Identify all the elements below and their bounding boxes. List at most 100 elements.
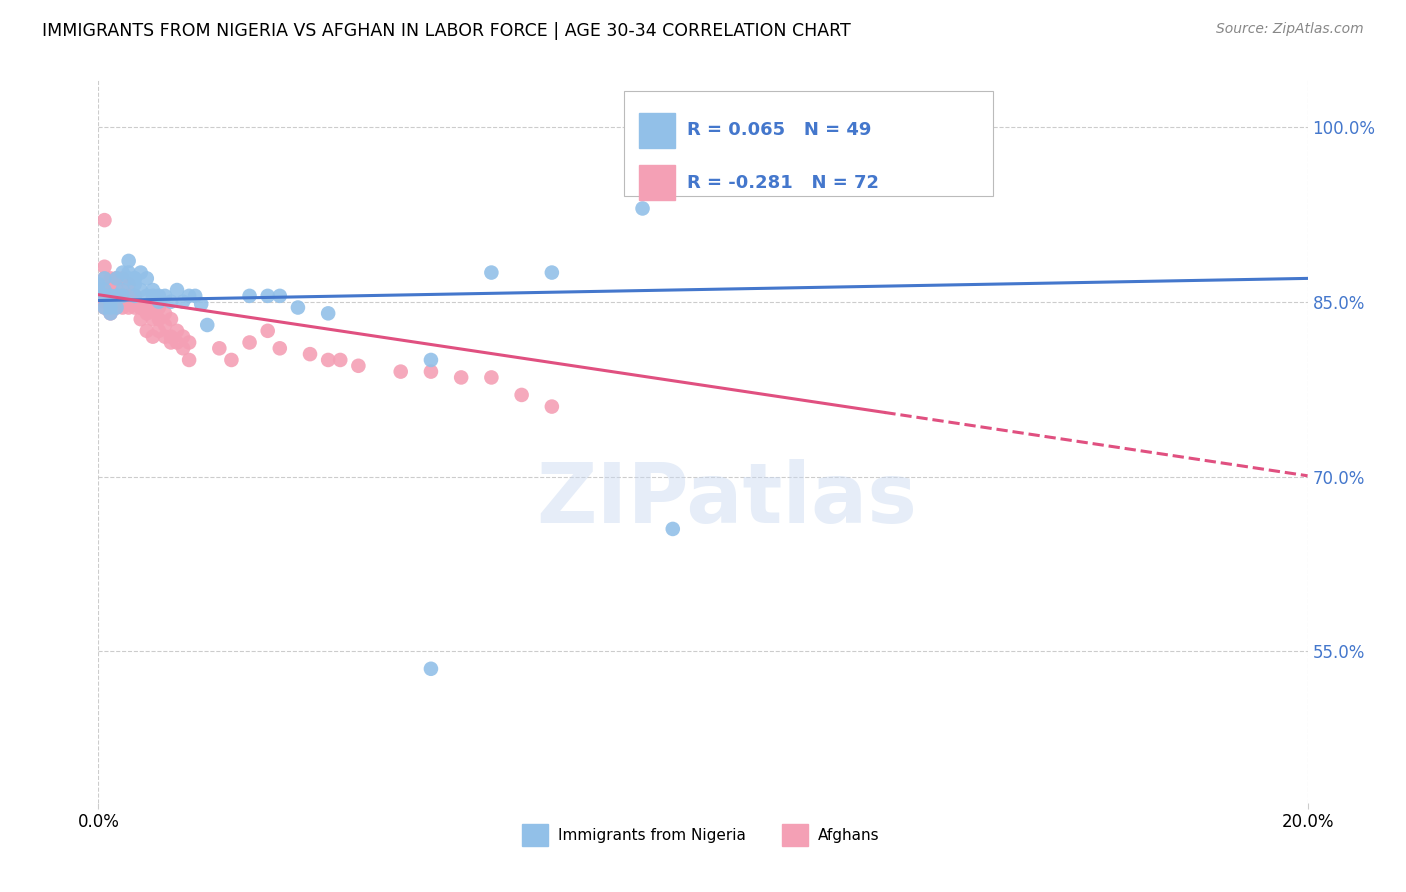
Point <box>420 662 443 676</box>
Point <box>166 283 188 297</box>
Point <box>256 324 278 338</box>
Point <box>93 271 115 285</box>
Point <box>153 289 176 303</box>
Point <box>269 341 291 355</box>
Point <box>118 294 141 309</box>
Point <box>129 283 152 297</box>
Point <box>239 289 262 303</box>
Point <box>100 283 122 297</box>
Point <box>124 289 146 303</box>
Point <box>299 347 322 361</box>
Text: R = -0.281   N = 72: R = -0.281 N = 72 <box>688 174 879 192</box>
Bar <box>522 824 548 847</box>
Point <box>100 294 122 309</box>
Point <box>87 277 110 292</box>
Point <box>142 329 165 343</box>
Point <box>111 294 134 309</box>
Point <box>118 289 141 303</box>
Point <box>160 335 183 350</box>
Point <box>148 312 170 326</box>
Point <box>153 318 176 332</box>
Point <box>87 283 110 297</box>
Point <box>93 294 115 309</box>
Point <box>111 271 134 285</box>
Point <box>135 306 157 320</box>
Point <box>93 260 115 274</box>
Point <box>420 365 443 379</box>
Point <box>118 277 141 292</box>
Point <box>100 271 122 285</box>
Point <box>389 365 412 379</box>
Bar <box>638 165 675 200</box>
Point <box>118 301 141 315</box>
Point <box>118 271 141 285</box>
Point <box>172 329 194 343</box>
Point <box>179 335 201 350</box>
Point <box>129 266 152 280</box>
Point <box>129 301 152 315</box>
Point <box>153 306 176 320</box>
Point <box>166 335 188 350</box>
Point <box>450 370 472 384</box>
Point <box>124 289 146 303</box>
Point <box>510 388 533 402</box>
FancyBboxPatch shape <box>624 91 993 196</box>
Point <box>93 301 115 315</box>
Point <box>118 266 141 280</box>
Point <box>93 213 115 227</box>
Point <box>172 341 194 355</box>
Point <box>100 283 122 297</box>
Point <box>100 306 122 320</box>
Text: ZIPatlas: ZIPatlas <box>537 458 918 540</box>
Point <box>111 266 134 280</box>
Point <box>184 289 207 303</box>
Point <box>172 294 194 309</box>
Point <box>124 271 146 285</box>
Point <box>148 324 170 338</box>
Point <box>135 301 157 315</box>
Point <box>105 289 128 303</box>
Point <box>190 297 212 311</box>
Point <box>129 301 152 315</box>
Point <box>160 329 183 343</box>
Point <box>105 289 128 303</box>
Point <box>142 283 165 297</box>
Point <box>148 301 170 315</box>
Point <box>87 289 110 303</box>
Point <box>105 289 128 303</box>
Point <box>93 301 115 315</box>
Point <box>100 289 122 303</box>
Text: R = 0.065   N = 49: R = 0.065 N = 49 <box>688 121 872 139</box>
Point <box>631 202 654 216</box>
Text: IMMIGRANTS FROM NIGERIA VS AFGHAN IN LABOR FORCE | AGE 30-34 CORRELATION CHART: IMMIGRANTS FROM NIGERIA VS AFGHAN IN LAB… <box>42 22 851 40</box>
Point <box>481 370 503 384</box>
Point <box>105 283 128 297</box>
Point <box>148 294 170 309</box>
Point <box>142 312 165 326</box>
Point <box>111 289 134 303</box>
Point <box>100 301 122 315</box>
Point <box>420 353 443 368</box>
Point <box>124 301 146 315</box>
Point <box>160 294 183 309</box>
Bar <box>638 113 675 148</box>
Point <box>160 312 183 326</box>
Point <box>124 271 146 285</box>
Point <box>153 329 176 343</box>
Point <box>111 301 134 315</box>
Point <box>118 254 141 268</box>
Point <box>100 294 122 309</box>
Point <box>269 289 291 303</box>
Point <box>287 301 309 315</box>
Point <box>239 335 262 350</box>
Point <box>93 289 115 303</box>
Point <box>329 353 352 368</box>
Point <box>111 283 134 297</box>
Point <box>93 283 115 297</box>
Point <box>481 266 503 280</box>
Point <box>135 324 157 338</box>
Point <box>111 289 134 303</box>
Point <box>142 289 165 303</box>
Point <box>93 283 115 297</box>
Point <box>105 271 128 285</box>
